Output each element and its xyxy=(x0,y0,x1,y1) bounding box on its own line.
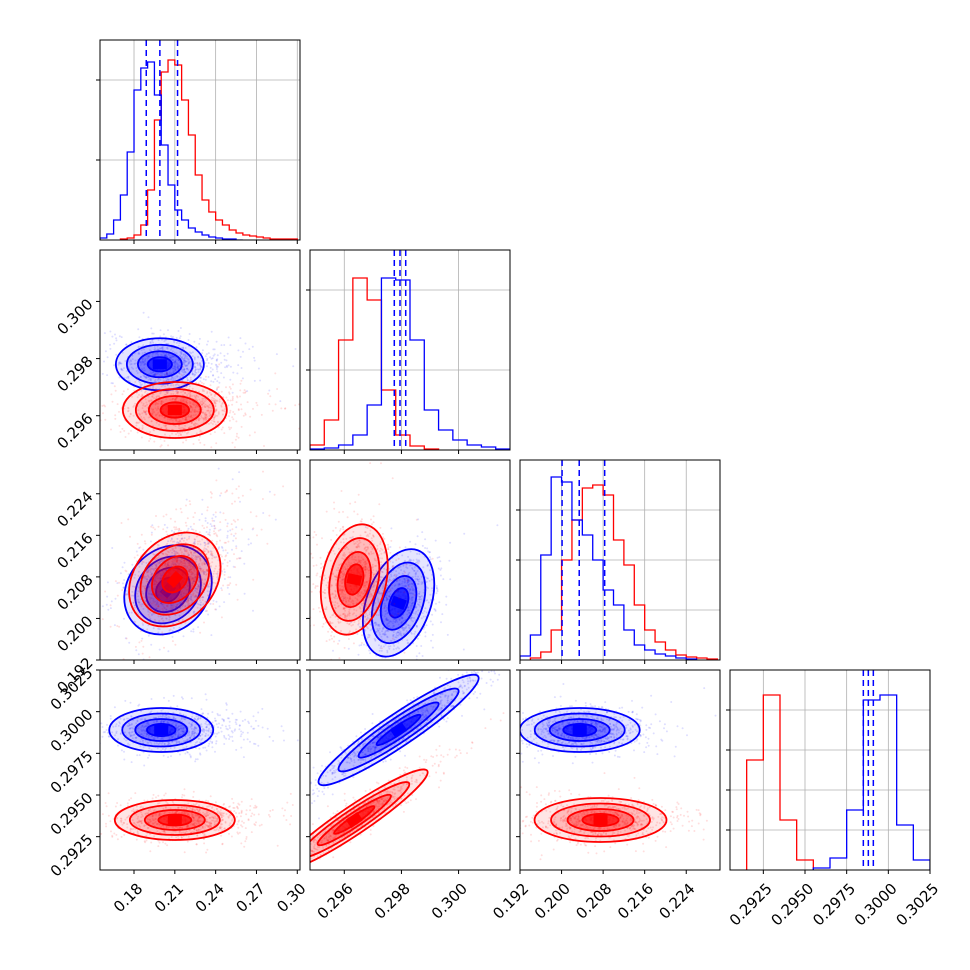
x-tick-label: 0.2950 xyxy=(768,880,818,930)
red-histogram-4 xyxy=(746,694,814,870)
x-tick-label: 0.30 xyxy=(273,880,309,916)
y-tick-label: 0.216 xyxy=(53,529,96,572)
blue-contour xyxy=(520,707,641,753)
blue-histogram-1 xyxy=(100,61,243,240)
blue-contour xyxy=(108,707,215,753)
blue-contour xyxy=(146,356,173,373)
red-contour xyxy=(128,804,221,836)
scatter-panel-4-2 xyxy=(309,669,511,871)
histogram-panel-1 xyxy=(96,39,301,241)
red-contour xyxy=(134,388,215,432)
scatter-panel-2-1 xyxy=(99,249,301,451)
red-contour xyxy=(159,401,191,419)
x-tick-label: 0.208 xyxy=(572,880,615,923)
x-tick-label: 0.24 xyxy=(192,880,228,916)
y-tick-label: 0.2950 xyxy=(47,789,97,839)
scatter-panel-3-2 xyxy=(309,459,511,661)
red-contour xyxy=(121,381,228,439)
panels: 0.18 0.21 0.24 0.27 0.30 0.296 0.298 0.300 0.192… xyxy=(47,39,943,930)
y-tick-label: 0.2925 xyxy=(47,830,97,880)
scatter-panel-3-1 xyxy=(99,459,301,661)
x-tick-label: 0.296 xyxy=(314,880,357,923)
red-contour xyxy=(310,768,429,870)
red-contour xyxy=(333,805,376,835)
y-tick-label: 0.200 xyxy=(53,612,96,655)
x-tick-label: 0.21 xyxy=(151,880,187,916)
y-tick-label: 0.300 xyxy=(53,295,96,338)
red-contour xyxy=(566,808,635,832)
blue-contour xyxy=(370,561,427,645)
red-contour xyxy=(128,531,222,628)
red-contour xyxy=(310,781,411,859)
x-tick-label: 0.200 xyxy=(531,880,574,923)
red-contour xyxy=(533,797,668,843)
red-contour xyxy=(161,565,189,594)
red-contour xyxy=(581,813,620,827)
y-tick-label: 0.208 xyxy=(53,571,96,614)
histogram-panel-2 xyxy=(306,249,511,451)
blue-contour xyxy=(533,712,626,748)
x-tick-label: 0.192 xyxy=(489,880,532,923)
scatter-panel-4-1 xyxy=(99,669,301,871)
x-tick-label: 0.298 xyxy=(371,880,414,923)
blue-contour xyxy=(134,718,189,742)
red-contour xyxy=(147,395,202,425)
red-contour xyxy=(143,809,206,831)
blue-histogram-4 xyxy=(812,694,930,870)
blue-contour xyxy=(362,548,436,658)
blue-contour xyxy=(379,575,418,631)
blue-contour xyxy=(337,687,460,773)
y-tick-label: 0.298 xyxy=(53,352,96,395)
blue-contour xyxy=(136,350,183,379)
blue-contour xyxy=(375,713,422,747)
red-histogram-1 xyxy=(119,59,298,240)
blue-contour xyxy=(317,673,480,787)
x-tick-label: 0.2975 xyxy=(809,880,859,930)
red-contour xyxy=(336,550,372,608)
blue-contour xyxy=(357,701,440,759)
blue-contour xyxy=(548,718,611,742)
blue-histogram-3 xyxy=(520,476,698,660)
red-histogram-2 xyxy=(310,277,440,450)
histogram-panel-4 xyxy=(726,669,931,871)
scatter-panel-4-3 xyxy=(519,669,721,871)
blue-contour xyxy=(562,723,598,737)
red-contour xyxy=(316,793,392,847)
red-contour xyxy=(344,563,365,596)
x-tick-label: 0.300 xyxy=(428,880,471,923)
red-contour xyxy=(157,813,193,827)
red-contour xyxy=(151,555,199,604)
histogram-panel-3 xyxy=(516,459,721,661)
x-tick-label: 0.224 xyxy=(656,880,699,923)
y-tick-label: 0.296 xyxy=(53,410,96,453)
red-contour xyxy=(113,799,236,841)
y-tick-label: 0.3000 xyxy=(47,705,97,755)
x-tick-label: 0.27 xyxy=(232,880,268,916)
red-contour xyxy=(139,543,211,616)
red-contour xyxy=(550,802,651,838)
y-tick-label: 0.2975 xyxy=(47,747,97,797)
blue-contour xyxy=(146,723,177,737)
x-tick-label: 0.3025 xyxy=(893,880,943,930)
x-tick-label: 0.18 xyxy=(110,880,146,916)
blue-histogram-2 xyxy=(310,277,510,450)
x-tick-label: 0.2925 xyxy=(726,880,776,930)
y-tick-label: 0.224 xyxy=(53,488,96,531)
x-tick-label: 0.216 xyxy=(614,880,657,923)
blue-contour xyxy=(121,712,202,748)
x-tick-label: 0.3000 xyxy=(851,880,901,930)
red-histogram-3 xyxy=(529,484,719,660)
blue-contour xyxy=(387,587,410,619)
red-contour xyxy=(319,523,389,636)
red-contour xyxy=(328,537,381,622)
